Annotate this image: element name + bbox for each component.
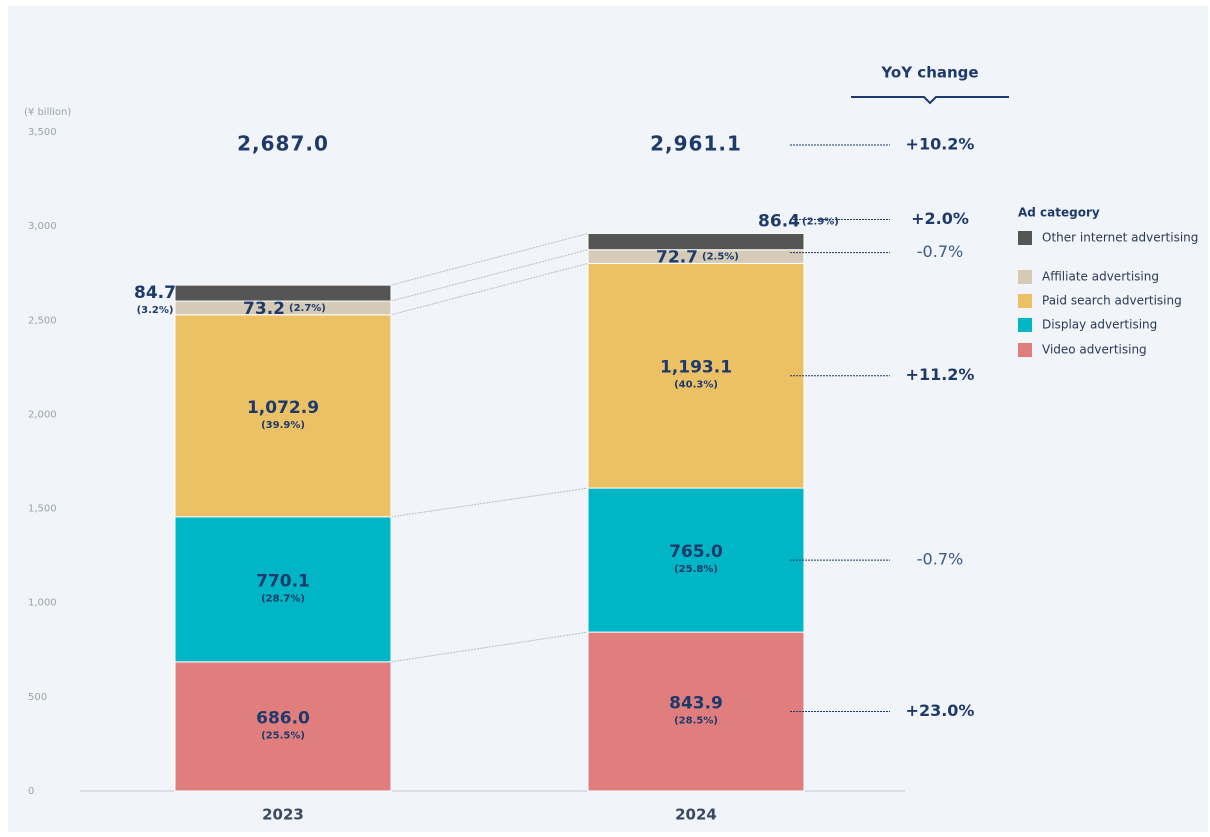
yoy-label: +23.0% [906, 701, 975, 720]
bar-segment [587, 232, 805, 251]
yoy-label: +11.2% [906, 365, 975, 384]
legend-label: Affiliate advertising [1042, 270, 1159, 284]
value-label: 686.0 [256, 708, 310, 728]
value-label: 86.4 [758, 211, 800, 231]
bar-segment [174, 284, 392, 302]
share-label: (28.7%) [261, 593, 305, 604]
share-label: (25.5%) [261, 730, 305, 741]
value-label: 73.2 [243, 299, 285, 319]
value-label: 770.1 [256, 571, 310, 591]
value-label: 1,193.1 [660, 358, 732, 378]
connector [390, 631, 589, 663]
legend-swatch [1018, 318, 1032, 332]
share-label: (25.8%) [674, 564, 718, 575]
y-tick-label: 0 [28, 786, 34, 797]
x-tick-label: 2023 [262, 806, 304, 824]
share-label: (40.3%) [674, 380, 718, 391]
yoy-underline [851, 96, 1009, 105]
connector [390, 232, 589, 286]
yoy-title: YoY change [880, 64, 978, 82]
bar-segment [587, 487, 805, 633]
yoy-label: -0.7% [917, 242, 963, 261]
value-label: 1,072.9 [247, 398, 319, 418]
connector [390, 249, 589, 302]
yoy-label: -0.7% [917, 550, 963, 569]
legend-swatch [1018, 270, 1032, 284]
legend-label: Other internet advertising [1042, 231, 1198, 245]
legend-swatch [1018, 294, 1032, 308]
total-label: 2,961.1 [650, 132, 742, 156]
y-tick-label: 2,000 [28, 409, 57, 420]
bar-segment [174, 516, 392, 663]
y-tick-label: 1,000 [28, 598, 57, 609]
value-label: 72.7 [656, 248, 698, 268]
y-tick-label: 2,500 [28, 315, 57, 326]
share-label: (28.5%) [674, 716, 718, 727]
legend-label: Video advertising [1042, 343, 1147, 357]
x-tick-label: 2024 [675, 806, 717, 824]
share-label: (39.9%) [261, 420, 305, 431]
yoy-label: +10.2% [906, 135, 975, 154]
legend-swatch [1018, 231, 1032, 245]
connector [390, 487, 589, 518]
bar-segment [587, 262, 805, 489]
total-label: 2,687.0 [237, 132, 329, 156]
share-label: (2.9%) [802, 216, 839, 227]
connector [390, 262, 589, 316]
legend-label: Paid search advertising [1042, 294, 1182, 308]
value-label: 843.9 [669, 694, 723, 714]
yoy-label: +2.0% [911, 209, 969, 228]
bar-segment [174, 314, 392, 518]
share-label: (2.5%) [702, 252, 739, 263]
y-tick-label: 500 [28, 692, 47, 703]
value-label: 84.7 [134, 283, 176, 303]
y-tick-label: 3,000 [28, 221, 57, 232]
y-tick-label: 3,500 [28, 127, 57, 138]
legend-swatch [1018, 343, 1032, 357]
y-tick-label: 1,500 [28, 504, 57, 515]
y-axis-label: (¥ billion) [24, 107, 71, 118]
share-label: (3.2%) [137, 305, 174, 316]
share-label: (2.7%) [289, 303, 326, 314]
legend-title: Ad category [1018, 206, 1100, 220]
legend-label: Display advertising [1042, 318, 1157, 332]
value-label: 765.0 [669, 542, 723, 562]
bar-segment [174, 661, 392, 792]
